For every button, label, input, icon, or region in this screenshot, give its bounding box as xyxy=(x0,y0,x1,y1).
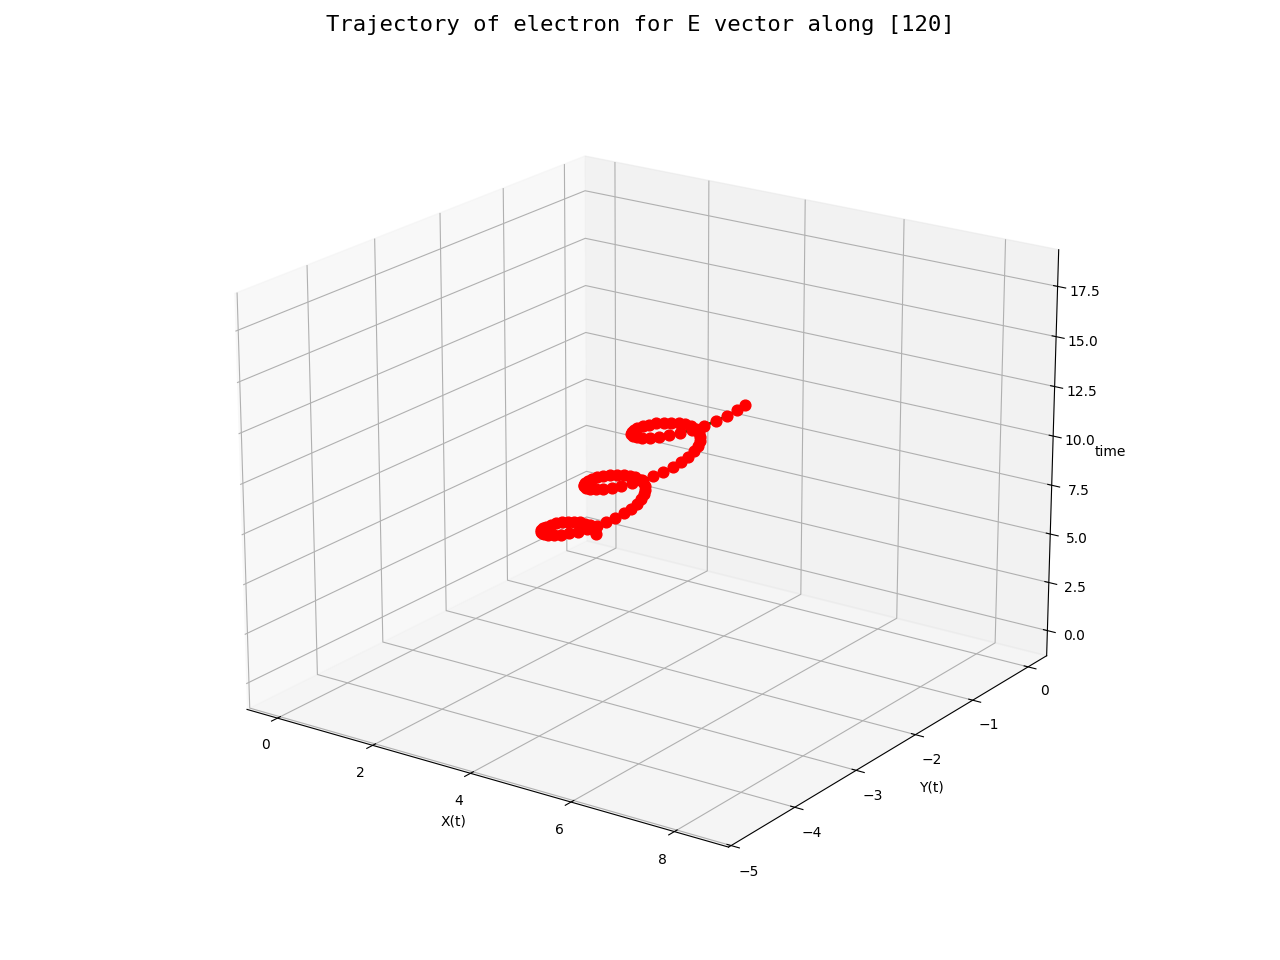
Y-axis label: Y(t): Y(t) xyxy=(919,780,943,794)
Title: Trajectory of electron for E vector along [120]: Trajectory of electron for E vector alon… xyxy=(325,15,955,35)
X-axis label: X(t): X(t) xyxy=(440,814,466,828)
